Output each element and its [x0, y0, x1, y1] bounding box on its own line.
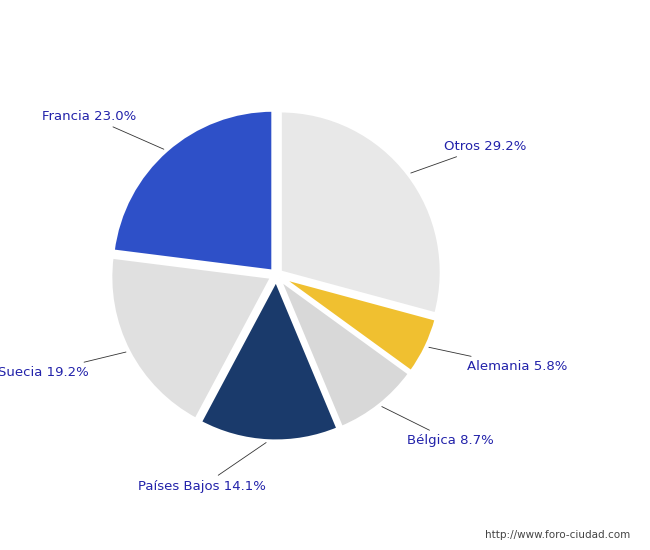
- Text: Otros 29.2%: Otros 29.2%: [411, 140, 526, 173]
- Wedge shape: [113, 110, 273, 271]
- Text: Suecia 19.2%: Suecia 19.2%: [0, 352, 126, 378]
- Wedge shape: [200, 280, 338, 441]
- Wedge shape: [280, 111, 441, 314]
- Text: Países Bajos 14.1%: Países Bajos 14.1%: [138, 443, 266, 493]
- Wedge shape: [280, 279, 410, 428]
- Text: http://www.foro-ciudad.com: http://www.foro-ciudad.com: [486, 530, 630, 540]
- Wedge shape: [281, 277, 436, 372]
- Wedge shape: [111, 257, 272, 420]
- Text: Alemania 5.8%: Alemania 5.8%: [429, 347, 567, 373]
- Text: Bélgica 8.7%: Bélgica 8.7%: [382, 406, 494, 447]
- Text: Francia 23.0%: Francia 23.0%: [42, 110, 164, 149]
- Text: Campo de Criptana - Turistas extranjeros según país - Abril de 2024: Campo de Criptana - Turistas extranjeros…: [76, 9, 574, 25]
